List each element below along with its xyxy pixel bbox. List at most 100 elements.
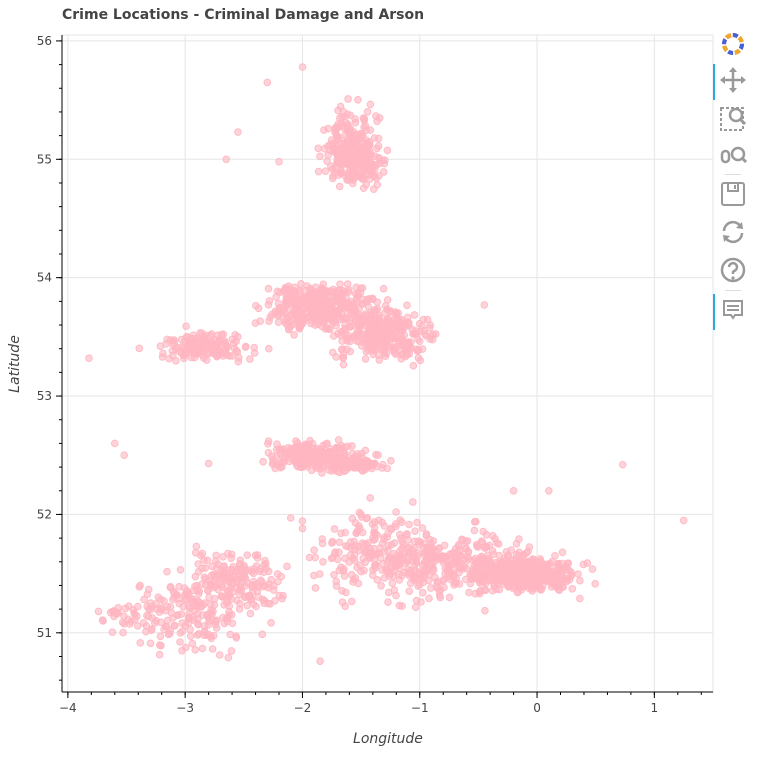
- data-point: [548, 557, 557, 566]
- data-point: [501, 561, 509, 570]
- data-point: [380, 535, 388, 544]
- data-point: [360, 116, 369, 125]
- data-point: [252, 562, 261, 570]
- data-point: [243, 551, 251, 560]
- data-point: [363, 108, 372, 116]
- data-point: [418, 322, 427, 330]
- data-point: [397, 315, 406, 324]
- data-point: [375, 172, 383, 180]
- data-point: [194, 590, 203, 598]
- data-point: [332, 582, 341, 590]
- data-point: [140, 595, 148, 604]
- data-point: [392, 350, 400, 359]
- data-point: [372, 112, 380, 120]
- data-point: [370, 134, 379, 142]
- data-point: [425, 594, 433, 603]
- data-point: [253, 551, 262, 559]
- data-point: [383, 464, 392, 473]
- data-point: [346, 337, 354, 346]
- data-point: [195, 630, 203, 638]
- data-point: [445, 593, 454, 602]
- data-point: [254, 583, 263, 591]
- data-point: [94, 607, 103, 616]
- data-point: [392, 508, 400, 516]
- points-layer: [85, 63, 688, 666]
- data-point: [349, 307, 358, 315]
- data-point: [224, 588, 233, 596]
- x-tick-label: −1: [411, 701, 429, 715]
- data-point: [265, 344, 273, 353]
- data-point: [186, 632, 195, 641]
- data-point: [404, 345, 412, 354]
- data-point: [287, 444, 295, 453]
- data-point: [376, 343, 385, 352]
- data-point: [352, 529, 361, 537]
- data-point: [480, 578, 488, 586]
- data-point: [383, 335, 392, 344]
- data-point: [415, 581, 424, 589]
- data-point: [346, 456, 354, 465]
- data-point: [338, 327, 346, 336]
- data-point: [423, 543, 432, 552]
- reset-tool-icon[interactable]: [717, 216, 749, 248]
- data-point: [112, 610, 121, 618]
- wheel-zoom-tool-icon[interactable]: [717, 140, 749, 172]
- data-point: [336, 296, 345, 305]
- data-point: [179, 351, 188, 360]
- data-point: [306, 316, 315, 325]
- data-point: [444, 566, 453, 574]
- data-point: [530, 575, 539, 584]
- data-point: [440, 583, 448, 592]
- chart-title: Crime Locations - Criminal Damage and Ar…: [62, 7, 425, 23]
- box-zoom-tool-icon[interactable]: [717, 102, 749, 134]
- data-point: [235, 605, 244, 613]
- data-point: [361, 310, 370, 318]
- data-point: [338, 337, 347, 345]
- data-point: [298, 453, 307, 462]
- data-point: [335, 538, 344, 547]
- data-point: [201, 564, 210, 572]
- data-point: [481, 606, 489, 615]
- data-point: [462, 564, 471, 573]
- data-point: [358, 316, 366, 325]
- data-point: [314, 144, 323, 153]
- y-tick-label: 53: [37, 389, 52, 403]
- data-point: [234, 357, 243, 366]
- data-point: [233, 596, 241, 605]
- data-point: [329, 310, 337, 319]
- data-point: [290, 331, 298, 339]
- data-point: [318, 539, 327, 548]
- data-point: [119, 628, 127, 637]
- data-point: [200, 338, 209, 347]
- data-point: [176, 629, 185, 637]
- data-point: [265, 580, 273, 588]
- data-point: [254, 593, 263, 601]
- bokeh-logo-icon[interactable]: [717, 28, 749, 60]
- data-point: [576, 576, 584, 585]
- data-point: [366, 100, 375, 109]
- data-point: [372, 306, 381, 315]
- data-point: [341, 528, 350, 537]
- data-point: [525, 560, 533, 568]
- data-point: [391, 328, 400, 337]
- data-point: [283, 294, 292, 303]
- hover-tool-icon[interactable]: [713, 294, 749, 330]
- help-tool-icon[interactable]: [717, 254, 749, 286]
- data-point: [350, 164, 359, 173]
- data-point: [166, 583, 175, 592]
- save-tool-icon[interactable]: [717, 178, 749, 210]
- data-point: [261, 556, 269, 565]
- data-point: [360, 123, 368, 132]
- data-point: [352, 283, 361, 292]
- data-point: [175, 594, 183, 603]
- data-point: [409, 361, 418, 370]
- data-point: [311, 295, 319, 304]
- data-point: [224, 653, 233, 662]
- data-point: [588, 565, 597, 573]
- toolbar: [713, 28, 753, 348]
- data-point: [339, 360, 348, 369]
- data-point: [472, 568, 481, 577]
- pan-tool-icon[interactable]: [713, 64, 749, 100]
- data-point: [347, 570, 356, 579]
